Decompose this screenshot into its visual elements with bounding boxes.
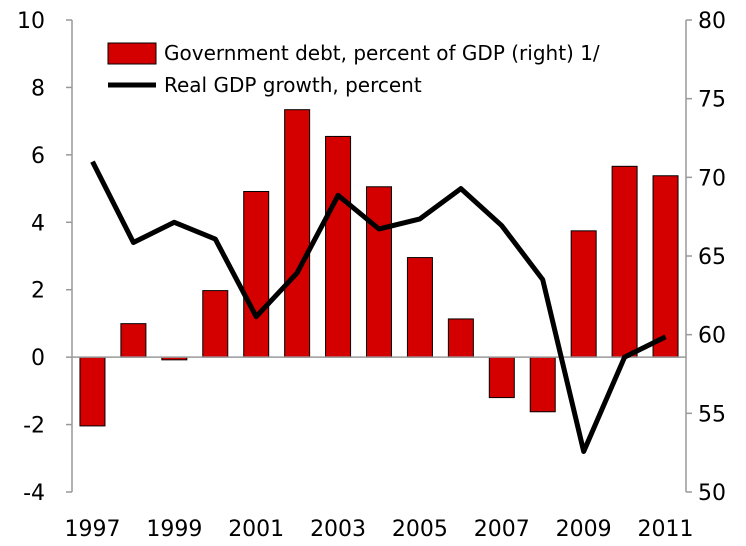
- left-tick-label: -2: [23, 414, 45, 439]
- bar-2002: [284, 109, 311, 358]
- bar-2010: [611, 165, 638, 358]
- bar-2004: [366, 186, 392, 358]
- bar-2003: [325, 135, 352, 358]
- bar-2007: [488, 356, 515, 399]
- axes: -4 -2 0 2 4 6 8 10 50 55 60 65 70 75 80 1997 1999 2001 200…: [17, 9, 726, 542]
- left-tick-label: 6: [31, 144, 45, 169]
- bar-1997: [79, 356, 106, 427]
- x-tick-label: 2005: [392, 517, 448, 542]
- left-tick-label: 10: [17, 9, 45, 34]
- x-tick-label: 2007: [474, 517, 530, 542]
- right-tick-label: 55: [698, 402, 726, 427]
- bar-2006: [447, 318, 474, 358]
- legend: Government debt, percent of GDP (right) …: [107, 41, 600, 97]
- line-series-gdp-growth: [90, 160, 667, 454]
- bar-2005: [406, 257, 433, 358]
- bar-2001: [243, 190, 270, 358]
- right-tick-label: 80: [698, 9, 726, 34]
- left-tick-label: 4: [31, 211, 45, 236]
- bar-series: [79, 109, 679, 427]
- x-tick-label: 2003: [310, 517, 366, 542]
- right-tick-label: 70: [698, 166, 726, 191]
- x-tick-label: 2009: [556, 517, 612, 542]
- x-tick-label: 1997: [64, 517, 120, 542]
- left-tick-label: 8: [31, 76, 45, 101]
- legend-label-line: Real GDP growth, percent: [164, 73, 422, 97]
- left-tick-label: -4: [23, 481, 45, 506]
- x-tick-label: 2011: [638, 517, 694, 542]
- right-tick-label: 50: [698, 481, 726, 506]
- right-tick-label: 75: [698, 88, 726, 113]
- left-tick-label: 0: [31, 346, 45, 371]
- x-tick-label: 1999: [146, 517, 202, 542]
- x-tick-label: 2001: [228, 517, 284, 542]
- legend-swatch-bar: [107, 42, 157, 65]
- left-tick-label: 2: [31, 279, 45, 304]
- right-tick-label: 65: [698, 245, 726, 270]
- bar-1998: [120, 323, 147, 358]
- right-tick-label: 60: [698, 324, 726, 349]
- bar-2009: [570, 230, 597, 358]
- bar-2011: [652, 175, 679, 358]
- bar-2008: [529, 356, 556, 413]
- legend-label-bar: Government debt, percent of GDP (right) …: [164, 41, 600, 65]
- bar-2000: [202, 290, 229, 358]
